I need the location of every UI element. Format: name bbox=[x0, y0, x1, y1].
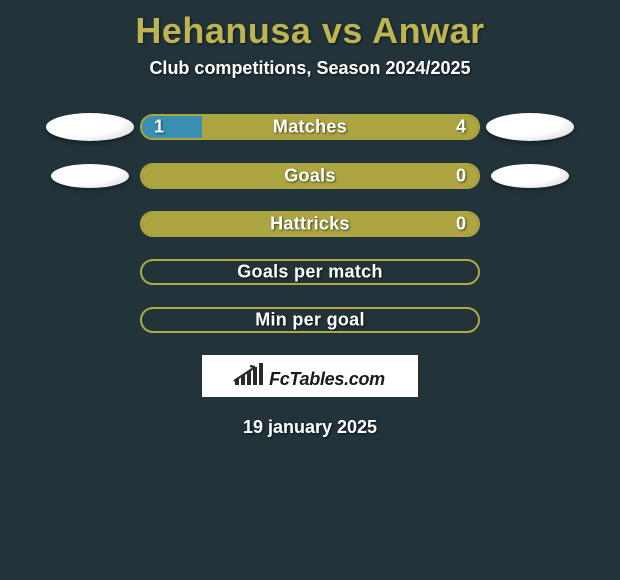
brand-text: FcTables.com bbox=[269, 369, 385, 390]
stat-row: Min per goal bbox=[0, 307, 620, 333]
stat-label: Goals per match bbox=[142, 262, 478, 283]
brand-box: FcTables.com bbox=[202, 355, 418, 397]
page-subtitle: Club competitions, Season 2024/2025 bbox=[0, 58, 620, 79]
stat-bar: Goals per match bbox=[140, 259, 480, 285]
stat-row: Goals0 bbox=[0, 163, 620, 189]
stat-bar: Matches14 bbox=[140, 114, 480, 140]
stat-row: Matches14 bbox=[0, 113, 620, 141]
player-right-icon-slot bbox=[480, 164, 580, 188]
brand-logo: FcTables.com bbox=[235, 363, 385, 390]
player-right-icon-slot bbox=[480, 113, 580, 141]
stat-row: Goals per match bbox=[0, 259, 620, 285]
ball-icon bbox=[491, 164, 569, 188]
ball-icon bbox=[486, 113, 574, 141]
player-left-icon-slot bbox=[40, 113, 140, 141]
stat-row: Hattricks0 bbox=[0, 211, 620, 237]
stat-value-right: 0 bbox=[456, 214, 466, 235]
bar-chart-icon bbox=[235, 363, 263, 385]
bar-fill-left bbox=[142, 213, 478, 235]
comparison-card: Hehanusa vs Anwar Club competitions, Sea… bbox=[0, 0, 620, 580]
date-label: 19 january 2025 bbox=[0, 417, 620, 438]
bar-fill-left bbox=[142, 116, 202, 138]
stat-bar: Min per goal bbox=[140, 307, 480, 333]
ball-icon bbox=[51, 164, 129, 188]
stat-bar: Goals0 bbox=[140, 163, 480, 189]
stat-bars: Matches14Goals0Hattricks0Goals per match… bbox=[0, 113, 620, 333]
stat-value-left: 1 bbox=[154, 117, 164, 138]
player-left-icon-slot bbox=[40, 164, 140, 188]
ball-icon bbox=[46, 113, 134, 141]
stat-bar: Hattricks0 bbox=[140, 211, 480, 237]
page-title: Hehanusa vs Anwar bbox=[0, 10, 620, 52]
bar-fill-left bbox=[142, 165, 478, 187]
stat-label: Min per goal bbox=[142, 310, 478, 331]
stat-value-right: 4 bbox=[456, 117, 466, 138]
stat-value-right: 0 bbox=[456, 166, 466, 187]
bar-fill-right bbox=[202, 116, 478, 138]
